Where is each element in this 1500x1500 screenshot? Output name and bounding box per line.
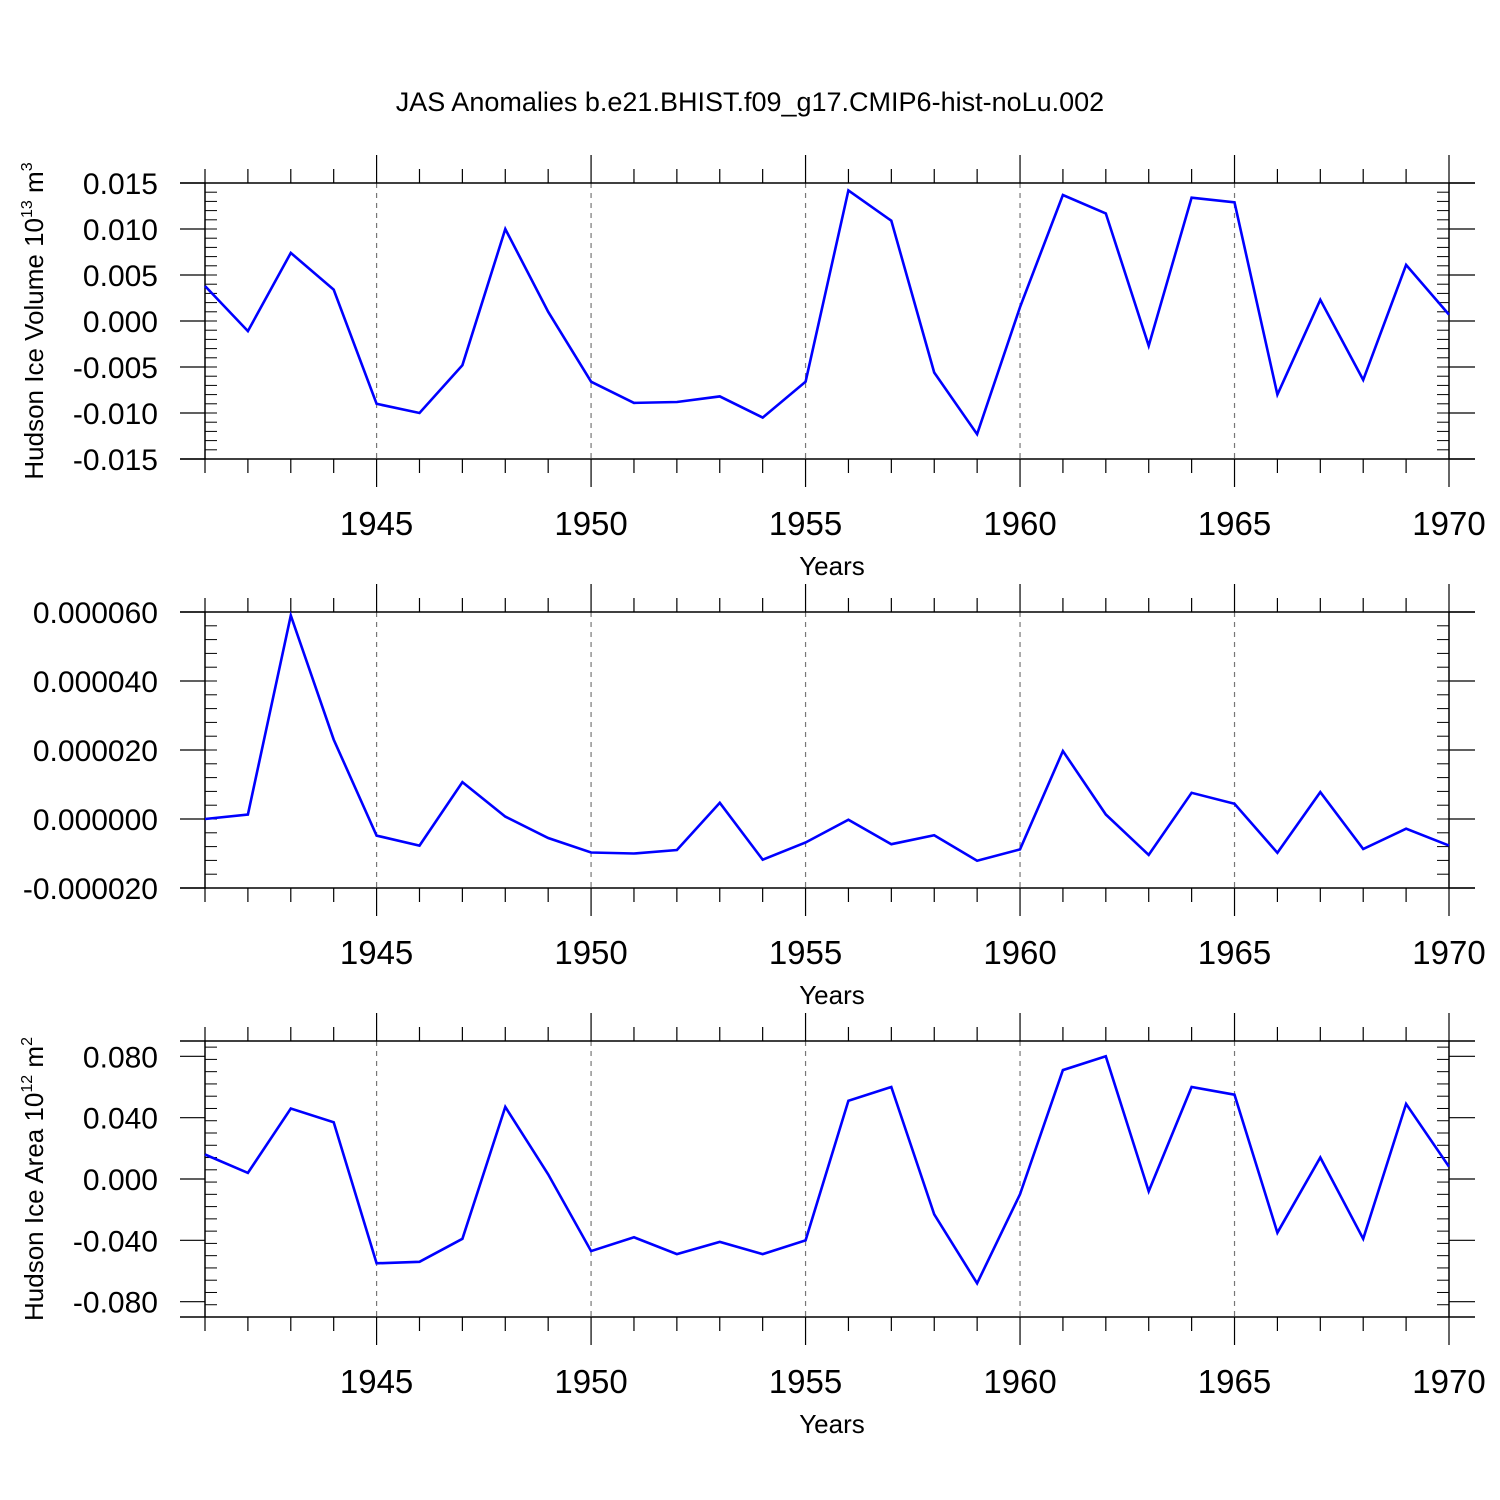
y-tick-label: 0.000 [83, 1164, 158, 1197]
panel-anomaly-middle: 1945 1950 1955 1960 1965 1970 -0.000020 0.00000… [23, 584, 1486, 1010]
x-tick-label: 1955 [769, 505, 842, 542]
x-tick-label: 1970 [1412, 934, 1485, 971]
series-line [204, 188, 1450, 438]
x-tick-label: 1950 [554, 1363, 627, 1400]
y-tick-label: 0.000040 [33, 666, 158, 699]
y-tick-label: 0.040 [83, 1103, 158, 1136]
panel-ice-area: 1945 1950 1955 1960 1965 1970 -0.080 -0.040 0.00… [19, 1013, 1486, 1439]
y-axis-label-unit: m [19, 1046, 49, 1075]
y-axis-label-exponent: 12 [19, 1075, 36, 1093]
x-tick-label: 1960 [983, 1363, 1056, 1400]
panel-ice-volume: 1945 1950 1955 1960 1965 1970 -0.015 -0.010 -0.0… [19, 155, 1486, 581]
series-line [204, 1054, 1451, 1286]
chart-title: JAS Anomalies b.e21.BHIST.f09_g17.CMIP6-… [396, 87, 1104, 117]
y-tick-label: 0.080 [83, 1041, 158, 1074]
y-tick-label: 0.005 [83, 260, 158, 293]
y-axis-label-main: Hudson Ice Volume 10 [19, 218, 49, 480]
x-tick-label: 1950 [554, 505, 627, 542]
y-tick-label: 0.000 [83, 306, 158, 339]
y-tick-label: 0.010 [83, 214, 158, 247]
y-axis-label-main: Hudson Ice Area 10 [19, 1093, 49, 1321]
x-tick-label: 1955 [769, 1363, 842, 1400]
x-tick-label: 1965 [1198, 934, 1271, 971]
y-tick-label: -0.040 [73, 1225, 158, 1258]
y-axis-label: Hudson Ice Area 1012 m2 [19, 1037, 49, 1321]
y-tick-label: -0.015 [73, 444, 158, 477]
y-tick-label: -0.005 [73, 352, 158, 385]
x-axis-label: Years [799, 1409, 865, 1439]
x-tick-label: 1950 [554, 934, 627, 971]
x-axis-label: Years [799, 980, 865, 1010]
x-tick-label: 1945 [340, 505, 413, 542]
y-tick-label: 0.000000 [33, 804, 158, 837]
x-axis-label: Years [799, 551, 865, 581]
y-axis-label-unit: m [19, 171, 49, 200]
x-tick-label: 1960 [983, 505, 1056, 542]
x-tick-label: 1955 [769, 934, 842, 971]
x-tick-label: 1945 [340, 1363, 413, 1400]
y-axis-label: Hudson Ice Volume 1013 m3 [19, 162, 49, 479]
y-tick-label: 0.000020 [33, 735, 158, 768]
y-tick-label: -0.000020 [23, 873, 158, 906]
series-line [204, 610, 1450, 863]
x-tick-label: 1970 [1412, 1363, 1485, 1400]
x-tick-label: 1965 [1198, 1363, 1271, 1400]
y-axis-label-unit-exponent: 3 [19, 162, 36, 171]
x-tick-label: 1965 [1198, 505, 1271, 542]
x-tick-label: 1970 [1412, 505, 1485, 542]
x-tick-label: 1960 [983, 934, 1056, 971]
y-tick-label: 0.000060 [33, 597, 158, 630]
y-axis-label-unit-exponent: 2 [19, 1037, 36, 1046]
y-axis-label-exponent: 13 [19, 200, 36, 218]
y-tick-label: 0.015 [83, 168, 158, 201]
y-tick-label: -0.080 [73, 1287, 158, 1320]
x-tick-label: 1945 [340, 934, 413, 971]
y-tick-label: -0.010 [73, 398, 158, 431]
